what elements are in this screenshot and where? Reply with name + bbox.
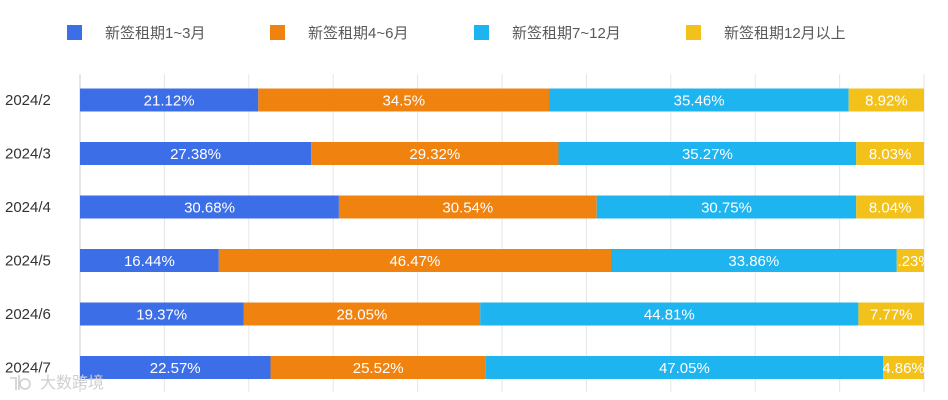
data-label: 35.46%	[674, 93, 725, 110]
legend-label: 新签租期12月以上	[724, 25, 846, 42]
bar-segment	[311, 142, 559, 165]
legend-swatch	[686, 25, 701, 40]
data-label: 22.57%	[150, 360, 201, 377]
data-label: 4.86%	[882, 360, 925, 377]
data-label: 8.04%	[869, 200, 912, 217]
bar-segment	[480, 302, 859, 326]
legend-swatch	[67, 25, 82, 40]
brand-logo-icon	[10, 375, 31, 390]
watermark-text: 大数跨境	[40, 373, 104, 392]
data-label: 27.38%	[170, 146, 221, 163]
data-label: 19.37%	[136, 307, 187, 324]
bar-segment	[485, 356, 883, 379]
data-label: 44.81%	[644, 307, 695, 324]
bar-segment	[80, 142, 312, 165]
bar-segment	[80, 356, 271, 379]
bar-segment	[558, 142, 857, 165]
data-label: 8.92%	[865, 93, 908, 110]
data-label: 34.5%	[383, 93, 426, 110]
data-label: 30.75%	[701, 200, 752, 217]
data-label: 21.12%	[144, 93, 195, 110]
watermark: 大数跨境	[10, 373, 104, 392]
data-label: 29.32%	[409, 146, 460, 163]
category-axis: 2024/2 2024/3 2024/4 2024/5 2024/6 2024/7	[5, 92, 51, 377]
data-label: 30.68%	[184, 200, 235, 217]
data-label: 30.54%	[442, 200, 493, 217]
bar-segment	[258, 88, 550, 112]
bar-segment	[218, 249, 612, 272]
data-label: 46.47%	[389, 253, 440, 270]
category-label: 2024/6	[5, 306, 51, 323]
bar-segment	[338, 195, 597, 219]
legend-item: 新签租期7~12月	[474, 25, 621, 42]
legend-swatch	[474, 25, 489, 40]
bar-segment	[856, 142, 924, 165]
category-label: 2024/7	[5, 360, 51, 377]
legend: 新签租期1~3月 新签租期4~6月 新签租期7~12月 新签租期12月以上	[67, 25, 846, 42]
legend-item: 新签租期4~6月	[270, 25, 408, 42]
legend-label: 新签租期4~6月	[308, 25, 408, 42]
category-label: 2024/3	[5, 146, 51, 163]
bar-segment	[848, 88, 924, 112]
data-label: 3.23%	[889, 253, 932, 270]
data-label: 16.44%	[124, 253, 175, 270]
bar-segment	[80, 88, 259, 112]
bar-segment	[896, 249, 924, 272]
data-label: 25.52%	[353, 360, 404, 377]
legend-label: 新签租期7~12月	[512, 25, 621, 42]
data-label: 8.03%	[869, 146, 912, 163]
category-label: 2024/4	[5, 199, 51, 216]
legend-item: 新签租期1~3月	[67, 25, 205, 42]
bar-segment	[270, 356, 486, 379]
bar-segments	[80, 88, 925, 379]
bar-segment	[80, 302, 244, 326]
bar-segment	[611, 249, 897, 272]
category-label: 2024/5	[5, 253, 51, 270]
bar-segment	[549, 88, 849, 112]
bar-segment	[80, 195, 339, 219]
bar-segment	[856, 195, 925, 219]
legend-item: 新签租期12月以上	[686, 25, 846, 42]
data-label: 28.05%	[336, 307, 387, 324]
data-label: 7.77%	[870, 307, 913, 324]
bar-segment	[883, 356, 924, 379]
category-label: 2024/2	[5, 92, 51, 109]
data-label: 33.86%	[728, 253, 779, 270]
bar-segment	[858, 302, 924, 326]
bar-segment	[596, 195, 857, 219]
data-labels: 21.12% 34.5% 35.46% 8.92% 27.38% 29.32% 35.27%…	[124, 93, 932, 378]
bar-segment	[243, 302, 481, 326]
data-label: 35.27%	[682, 146, 733, 163]
legend-label: 新签租期1~3月	[105, 25, 205, 42]
grid-lines	[79, 74, 925, 392]
legend-swatch	[270, 25, 285, 40]
bar-segment	[80, 249, 219, 272]
data-label: 47.05%	[659, 360, 710, 377]
